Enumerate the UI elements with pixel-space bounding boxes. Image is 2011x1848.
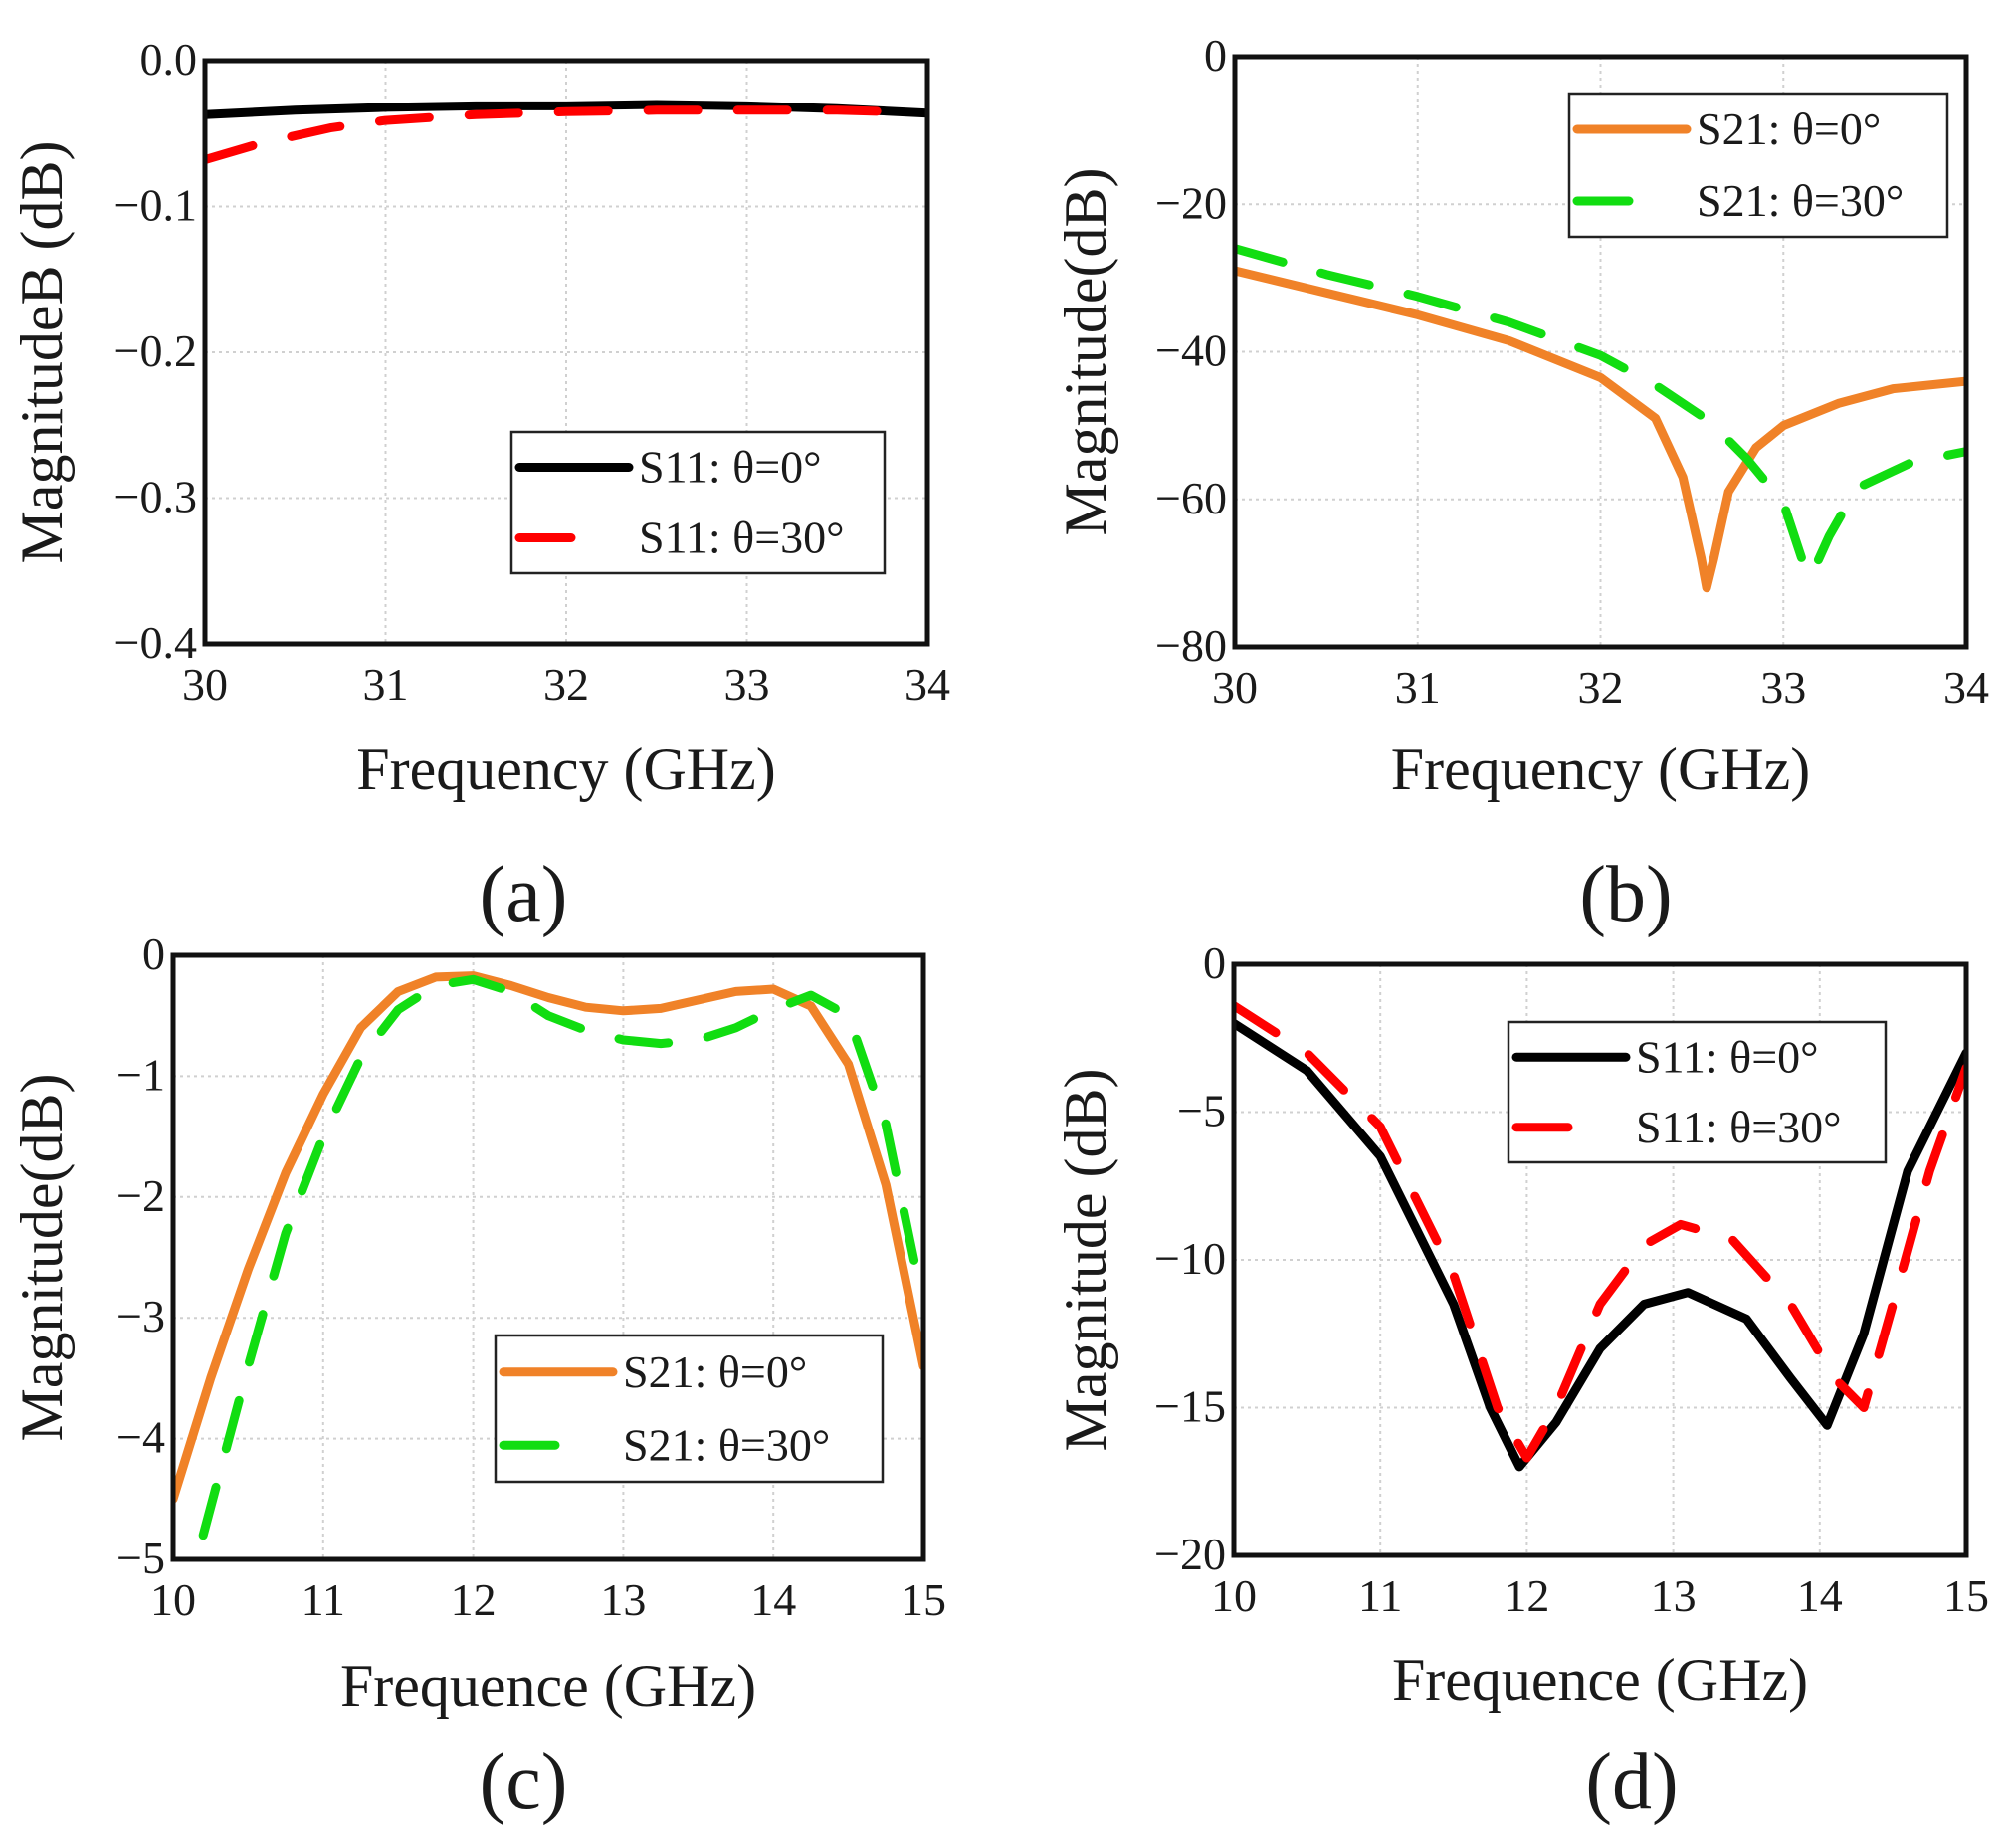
legend-label: S11: θ=30° — [639, 513, 845, 563]
chart-panel-b: 30 31 32 33 34 0 −20 −40 −60 −80 S21: θ=0° S21: θ=3… — [1053, 30, 1989, 938]
series-line-1 — [1234, 1001, 1966, 1463]
x-tick-label: 15 — [901, 1574, 946, 1625]
y-tick-label: −20 — [1155, 177, 1227, 228]
y-tick-label: −15 — [1154, 1381, 1226, 1432]
x-tick-label: 13 — [1651, 1570, 1697, 1621]
y-tick-label: −20 — [1154, 1529, 1226, 1579]
x-tick-label: 11 — [1358, 1570, 1402, 1621]
plot-frame — [170, 952, 926, 1562]
x-axis-label: Frequence (GHz) — [1392, 1647, 1808, 1713]
x-tick-label: 10 — [1211, 1570, 1257, 1621]
legend-box — [494, 1334, 885, 1484]
x-axis-label: Frequency (GHz) — [1391, 736, 1811, 802]
plot-frame — [1231, 961, 1969, 1558]
legend-box — [1507, 1020, 1888, 1164]
series-line-0 — [205, 100, 927, 119]
y-tick-label: −80 — [1155, 620, 1227, 671]
y-tick-label: −0.1 — [114, 180, 197, 231]
x-tick-label: 11 — [302, 1574, 345, 1625]
legend: S21: θ=0° S21: θ=30° — [494, 1334, 885, 1484]
y-tick-label: −0.2 — [114, 325, 197, 376]
chart-panel-c: 10 11 12 13 14 15 0 −1 −2 −3 −4 −5 S21: θ=0° S21: θ=3… — [9, 928, 946, 1826]
y-tick-label: 0.0 — [140, 34, 198, 85]
y-tick-label: −5 — [116, 1533, 165, 1583]
plot-frame — [1232, 54, 1969, 650]
plot-frame — [202, 58, 930, 647]
x-tick-label: 34 — [905, 659, 950, 710]
y-tick-label: −3 — [116, 1291, 165, 1341]
y-tick-label: −10 — [1154, 1233, 1226, 1284]
y-tick-label: −40 — [1155, 325, 1227, 376]
series-line-0 — [1235, 266, 1966, 593]
y-axis-label: Magnitude(dB) — [1053, 168, 1118, 536]
x-tick-label: 32 — [1578, 662, 1624, 713]
panel-label: (c) — [480, 1739, 568, 1826]
y-tick-label: −0.3 — [114, 472, 197, 522]
panel-label: (a) — [480, 851, 568, 938]
legend-label: S21: θ=30° — [623, 1419, 830, 1470]
legend: S11: θ=0° S11: θ=30° — [509, 430, 887, 575]
x-axis-label: Frequence (GHz) — [340, 1653, 756, 1719]
legend-label: S11: θ=0° — [1636, 1031, 1819, 1082]
panel-label: (d) — [1585, 1739, 1678, 1826]
y-axis-label: Magnitude (dB) — [1053, 1069, 1118, 1452]
legend-label: S11: θ=30° — [1636, 1102, 1842, 1152]
legend-label: S21: θ=0° — [623, 1346, 807, 1397]
y-tick-label: 0 — [1203, 937, 1226, 988]
y-tick-label: −0.4 — [114, 617, 197, 668]
y-tick-label: −4 — [116, 1412, 165, 1463]
x-tick-label: 31 — [363, 659, 409, 710]
series-line-1 — [198, 974, 920, 1540]
series-line-0 — [1234, 1018, 1966, 1472]
x-tick-label: 12 — [1504, 1570, 1549, 1621]
x-tick-label: 33 — [1760, 662, 1806, 713]
legend: S11: θ=0° S11: θ=30° — [1507, 1020, 1888, 1164]
y-tick-label: −1 — [116, 1049, 165, 1100]
y-tick-label: −60 — [1155, 473, 1227, 523]
x-tick-label: 33 — [724, 659, 770, 710]
x-tick-label: 30 — [1212, 662, 1258, 713]
legend-box — [509, 430, 887, 575]
y-tick-label: −2 — [116, 1170, 165, 1221]
series-line-1 — [1235, 244, 1966, 582]
legend-label: S21: θ=0° — [1697, 103, 1881, 154]
x-tick-label: 12 — [451, 1574, 497, 1625]
series-line-1 — [205, 105, 897, 165]
legend: S21: θ=0° S21: θ=30° — [1567, 92, 1949, 239]
x-tick-label: 15 — [1943, 1570, 1989, 1621]
y-tick-label: −5 — [1177, 1086, 1226, 1136]
x-tick-label: 30 — [182, 659, 228, 710]
y-tick-label: 0 — [142, 928, 165, 979]
legend-label: S21: θ=30° — [1697, 175, 1904, 226]
y-axis-label: MagnitudeB (dB) — [9, 141, 75, 564]
x-tick-label: 34 — [1943, 662, 1989, 713]
x-tick-label: 31 — [1395, 662, 1441, 713]
legend-box — [1567, 92, 1949, 239]
x-tick-label: 14 — [1797, 1570, 1843, 1621]
x-tick-label: 10 — [150, 1574, 196, 1625]
y-tick-label: 0 — [1204, 30, 1227, 81]
legend-label: S11: θ=0° — [639, 442, 822, 493]
x-tick-label: 14 — [750, 1574, 796, 1625]
x-axis-label: Frequency (GHz) — [356, 736, 776, 802]
y-axis-label: Magnitude(dB) — [9, 1074, 75, 1442]
x-tick-label: 13 — [600, 1574, 646, 1625]
panel-label: (b) — [1579, 851, 1672, 938]
x-tick-label: 32 — [543, 659, 589, 710]
